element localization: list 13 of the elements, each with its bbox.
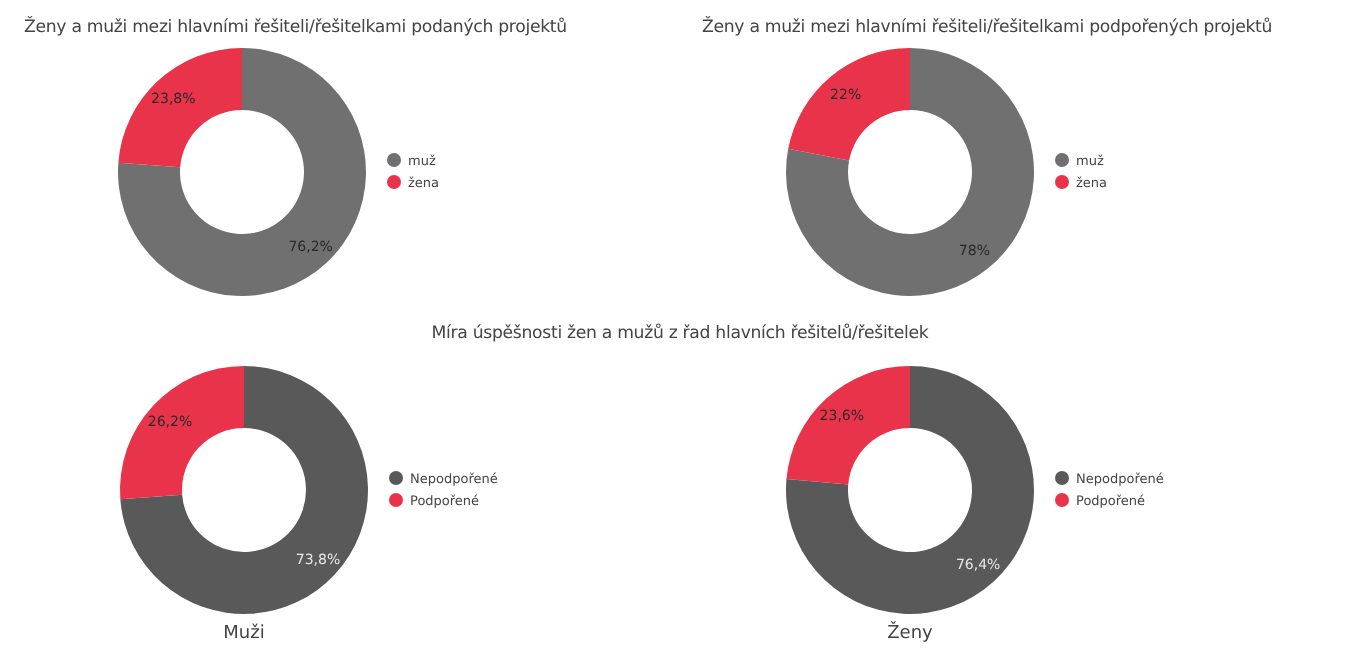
donut-slice — [786, 366, 910, 485]
text: Muži — [223, 622, 265, 644]
donut-slice — [118, 48, 242, 168]
chart-title: Ženy a muži mezi hlavními řešiteli/řešitelkami podpořených projektů — [702, 16, 1273, 38]
donut-slice — [120, 366, 368, 614]
text: Míra úspěšnosti žen a mužů z řad hlavních řešitelů/řešitelek — [431, 322, 929, 344]
donut-slice — [120, 366, 244, 500]
donut-slice — [786, 366, 1034, 614]
donut-slice — [118, 48, 366, 296]
donut-slice — [786, 48, 1034, 296]
donut-slice — [788, 48, 910, 161]
chart-title: Ženy a muži mezi hlavními řešiteli/řešitelkami podaných projektů — [24, 16, 567, 38]
text: Ženy — [887, 620, 935, 644]
